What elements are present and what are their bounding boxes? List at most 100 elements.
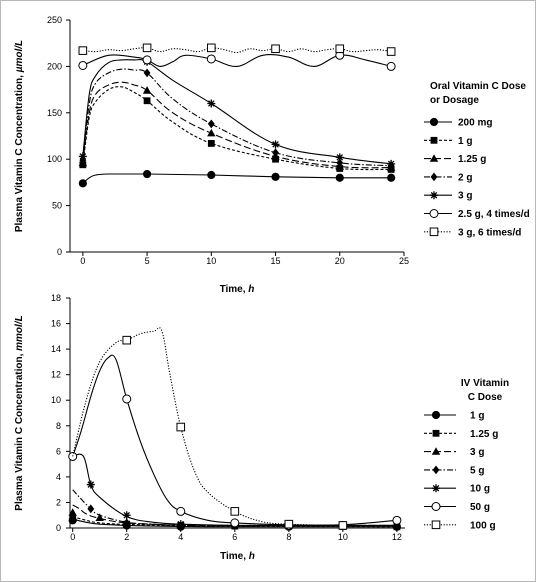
legend-label: 50 g [470, 502, 490, 513]
y-tick-label: 16 [51, 319, 61, 329]
legend-title: C Dose [468, 392, 503, 403]
x-axis-label-unit: h [248, 284, 254, 295]
data-point [78, 152, 87, 161]
series-200-mg [78, 169, 396, 188]
data-point [69, 510, 77, 520]
y-tick-label: 8 [56, 421, 61, 431]
legend-label: 1.25 g [458, 154, 486, 165]
series-line [72, 327, 397, 527]
y-tick-label: 12 [51, 370, 61, 380]
data-point [142, 55, 152, 65]
x-tick-label: 25 [399, 256, 409, 266]
legend-label: 3 g, 6 times/d [458, 227, 521, 238]
data-point [78, 46, 88, 55]
x-tick-label: 10 [206, 256, 216, 266]
y-tick-label: 2 [56, 497, 61, 507]
data-point [207, 140, 215, 147]
x-tick-label: 0 [70, 532, 75, 542]
data-point [143, 68, 151, 78]
oral-dose-chart: 0 50 100 150 200 250 0 5 10 15 20 25 Time, h Plasma V… [14, 15, 530, 295]
y-axis-label-text: Plasma Vitamin C Concentration, [14, 351, 25, 511]
legend-marker [429, 227, 439, 237]
y-axis-label: Plasma Vitamin C Concentration, mmol/L [14, 315, 25, 510]
data-point [230, 507, 240, 516]
data-point [335, 44, 345, 54]
x-tick-label: 12 [392, 532, 402, 542]
y-axis-label-unit: mmol/L [14, 315, 25, 351]
data-point [78, 60, 88, 70]
y-tick-label: 250 [47, 15, 62, 25]
legend-label: 3 g [458, 191, 472, 202]
legend-label: 2 g [458, 172, 472, 183]
data-point [393, 523, 401, 531]
legend-marker [432, 429, 440, 437]
legend-marker [431, 502, 441, 511]
legend-label: 1 g [458, 136, 472, 147]
y-tick-label: 14 [51, 344, 61, 354]
y-tick-label: 100 [47, 154, 62, 164]
data-point [68, 451, 78, 461]
y-axis-label-text: Plasma Vitamin C Concentration, [14, 72, 25, 232]
data-point [336, 158, 344, 168]
series-2-5-g-4-times-d [78, 50, 396, 71]
data-point [387, 173, 396, 182]
legend-marker [430, 136, 438, 144]
data-point [335, 173, 344, 182]
series-100-g [72, 327, 397, 530]
x-axis-label-text: Time, [220, 551, 249, 562]
data-point [284, 519, 294, 529]
data-point [142, 43, 152, 53]
legend-marker [431, 410, 441, 420]
data-point [142, 169, 152, 179]
y-tick-label: 18 [51, 293, 61, 303]
legend-label: 5 g [470, 465, 484, 476]
data-point [207, 128, 216, 137]
y-tick-label: 0 [57, 247, 62, 257]
legend-marker [429, 209, 439, 218]
legend-marker [432, 465, 440, 475]
data-point [230, 518, 240, 528]
data-point [271, 172, 280, 181]
x-tick-label: 6 [232, 532, 237, 542]
legend-label: 100 g [470, 520, 496, 531]
legend: IV Vitamin C Dose 1 g 1.25 g 3 g 5 g 10 g 50 g 1… [424, 378, 509, 531]
data-point [176, 422, 186, 432]
data-point [207, 119, 215, 129]
y-axis-label-unit: µmol/L [14, 40, 25, 73]
y-tick-label: 6 [56, 446, 61, 456]
data-point [122, 511, 131, 520]
series-line [72, 504, 397, 526]
legend-label: 200 mg [458, 118, 492, 129]
series-line [72, 354, 397, 526]
legend-marker [430, 191, 438, 200]
data-point [86, 480, 95, 489]
series-line [82, 81, 392, 169]
legend-marker [429, 154, 439, 162]
x-axis-label-text: Time, [220, 284, 249, 295]
data-point [272, 148, 279, 158]
data-point [271, 140, 280, 149]
y-tick-label: 4 [56, 472, 61, 482]
data-point [206, 54, 216, 64]
legend-label: 2.5 g, 4 times/d [458, 209, 530, 220]
y-axis-label: Plasma Vitamin C Concentration, µmol/L [14, 40, 25, 232]
legend-marker [431, 520, 441, 530]
x-axis-label: Time, h [220, 284, 255, 295]
legend-marker [431, 447, 441, 455]
y-tick-label: 10 [51, 395, 61, 405]
data-point [207, 170, 216, 180]
x-tick-label: 5 [145, 256, 150, 266]
x-axis-label-unit: h [249, 551, 255, 562]
x-tick-label: 15 [271, 256, 281, 266]
legend-title: Oral Vitamin C Dose [430, 81, 526, 92]
data-point [386, 61, 396, 71]
data-point [176, 506, 186, 516]
series-line [72, 515, 397, 528]
data-point [271, 44, 280, 54]
data-point [87, 504, 95, 514]
y-tick-label: 0 [56, 523, 61, 533]
x-tick-label: 8 [286, 532, 291, 542]
x-tick-label: 10 [338, 532, 348, 542]
data-point [143, 97, 151, 105]
